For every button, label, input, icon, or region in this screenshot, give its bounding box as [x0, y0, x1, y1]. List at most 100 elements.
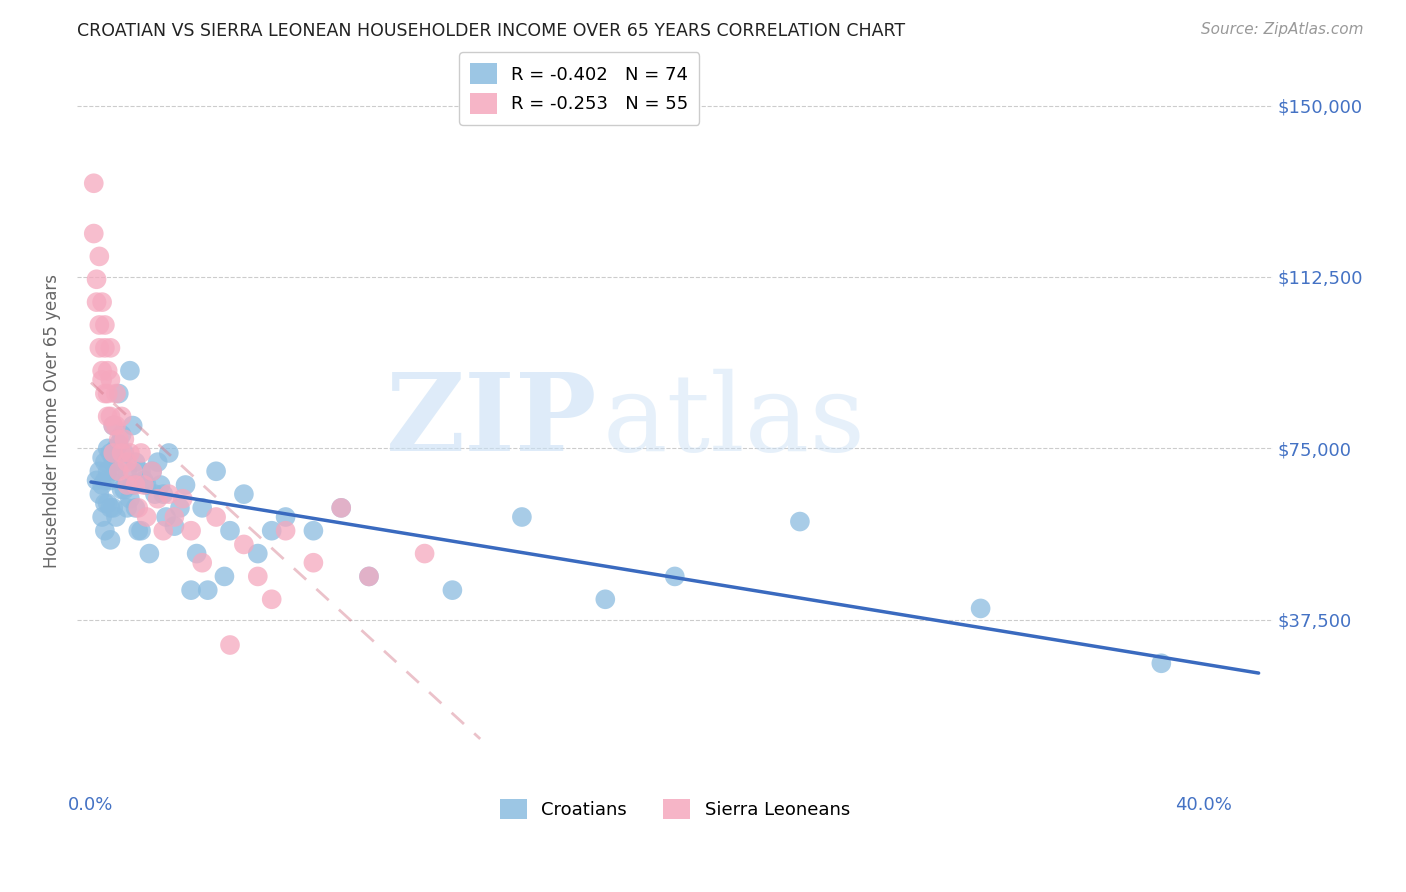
Point	[146, 455, 169, 469]
Point	[129, 446, 152, 460]
Point	[94, 524, 117, 538]
Point	[143, 487, 166, 501]
Point	[214, 569, 236, 583]
Text: atlas: atlas	[603, 368, 866, 474]
Point	[100, 474, 122, 488]
Point	[100, 373, 122, 387]
Point	[174, 478, 197, 492]
Point	[112, 483, 135, 497]
Point	[115, 478, 138, 492]
Point	[94, 455, 117, 469]
Point	[112, 432, 135, 446]
Point	[186, 547, 208, 561]
Point	[163, 519, 186, 533]
Point	[197, 583, 219, 598]
Point	[152, 524, 174, 538]
Y-axis label: Householder Income Over 65 years: Householder Income Over 65 years	[44, 274, 60, 568]
Point	[89, 464, 111, 478]
Point	[330, 500, 353, 515]
Point	[91, 295, 114, 310]
Point	[232, 537, 254, 551]
Point	[246, 569, 269, 583]
Point	[149, 478, 172, 492]
Point	[302, 524, 325, 538]
Point	[91, 364, 114, 378]
Point	[103, 418, 125, 433]
Text: Source: ZipAtlas.com: Source: ZipAtlas.com	[1201, 22, 1364, 37]
Point	[112, 446, 135, 460]
Point	[413, 547, 436, 561]
Point	[124, 478, 146, 492]
Point	[103, 455, 125, 469]
Point	[205, 464, 228, 478]
Point	[127, 524, 149, 538]
Point	[103, 418, 125, 433]
Point	[97, 364, 120, 378]
Point	[152, 487, 174, 501]
Point	[89, 341, 111, 355]
Point	[121, 478, 143, 492]
Point	[97, 409, 120, 424]
Point	[127, 500, 149, 515]
Point	[89, 249, 111, 263]
Point	[124, 500, 146, 515]
Point	[105, 418, 128, 433]
Point	[94, 318, 117, 332]
Point	[138, 547, 160, 561]
Point	[246, 547, 269, 561]
Point	[121, 418, 143, 433]
Point	[789, 515, 811, 529]
Point	[191, 500, 214, 515]
Point	[330, 500, 353, 515]
Point	[191, 556, 214, 570]
Point	[89, 318, 111, 332]
Point	[105, 510, 128, 524]
Point	[172, 491, 194, 506]
Point	[180, 524, 202, 538]
Point	[141, 464, 163, 478]
Point	[115, 500, 138, 515]
Point	[135, 478, 157, 492]
Point	[86, 295, 108, 310]
Point	[219, 524, 242, 538]
Point	[105, 442, 128, 456]
Point	[107, 464, 129, 478]
Point	[157, 446, 180, 460]
Point	[260, 592, 283, 607]
Point	[110, 427, 132, 442]
Point	[100, 409, 122, 424]
Point	[110, 483, 132, 497]
Point	[107, 386, 129, 401]
Point	[274, 510, 297, 524]
Point	[219, 638, 242, 652]
Point	[115, 464, 138, 478]
Point	[97, 386, 120, 401]
Point	[94, 496, 117, 510]
Point	[510, 510, 533, 524]
Point	[118, 491, 141, 506]
Point	[135, 510, 157, 524]
Point	[129, 464, 152, 478]
Point	[441, 583, 464, 598]
Point	[157, 487, 180, 501]
Point	[83, 227, 105, 241]
Point	[94, 474, 117, 488]
Point	[118, 364, 141, 378]
Point	[274, 524, 297, 538]
Point	[129, 524, 152, 538]
Point	[163, 510, 186, 524]
Point	[94, 341, 117, 355]
Point	[121, 464, 143, 478]
Text: ZIP: ZIP	[385, 368, 598, 474]
Point	[205, 510, 228, 524]
Point	[124, 455, 146, 469]
Point	[89, 487, 111, 501]
Point	[146, 491, 169, 506]
Point	[115, 455, 138, 469]
Point	[103, 500, 125, 515]
Legend: Croatians, Sierra Leoneans: Croatians, Sierra Leoneans	[492, 791, 858, 827]
Point	[83, 176, 105, 190]
Point	[1150, 657, 1173, 671]
Point	[100, 446, 122, 460]
Point	[664, 569, 686, 583]
